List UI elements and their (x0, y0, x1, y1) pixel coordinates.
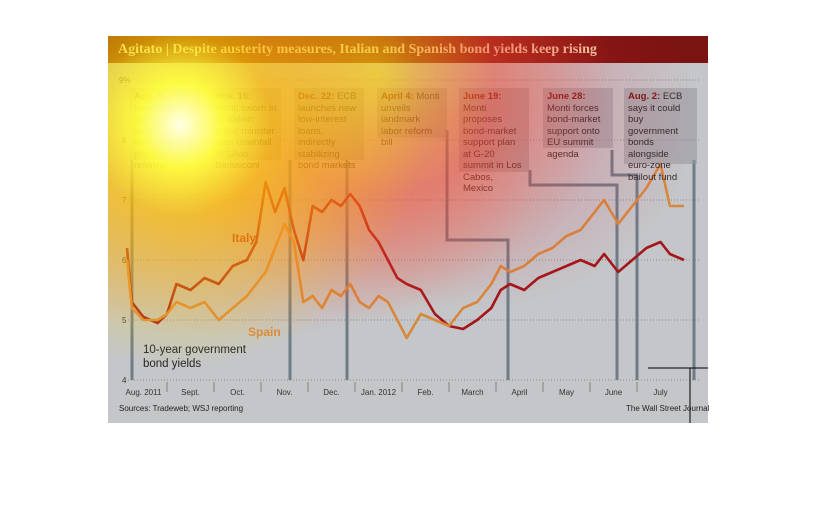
x-tick-label: Aug. 2011 (126, 388, 162, 397)
italy-label: Italy (232, 231, 257, 245)
annotation-date: Nov. 16: (215, 91, 252, 102)
x-tick-label: Feb. (417, 388, 433, 397)
y-tick-label: 7 (122, 196, 127, 205)
x-tick-label: Nov. (277, 388, 293, 397)
annotation-text: ECB launches new low-interest loans, ind… (298, 91, 357, 171)
y-tick-label: 9% (119, 76, 131, 85)
annotation-date: Aug. 8: (134, 91, 167, 102)
x-tick-label: Oct. (230, 388, 245, 397)
annotation-date: Dec. 22: (298, 91, 335, 102)
credit: The Wall Street Journal (626, 404, 710, 413)
x-tick-label: Jan. 2012 (361, 388, 397, 397)
series-line-spain (125, 162, 684, 340)
annotation-box: Aug. 2: ECB says it could buy government… (624, 88, 697, 183)
x-tick-label: Dec. (323, 388, 339, 397)
annotation-text: ECB buys Italian and Spanish bonds after… (134, 91, 194, 171)
y-tick-label: 4 (122, 376, 127, 385)
x-tick-label: Sept. (181, 388, 200, 397)
annotation-date: June 19: (463, 91, 502, 102)
spain-label: Spain (248, 325, 281, 339)
annotation-box: June 28: Monti forces bond-market suppor… (543, 88, 613, 160)
x-tick-label: July (653, 388, 667, 397)
y-tick-label: 5 (122, 316, 127, 325)
annotation-date: April 4: (381, 91, 414, 102)
annotation-date: June 28: (547, 91, 586, 102)
source-note: Sources: Tradeweb; WSJ reporting (119, 404, 244, 413)
annotation-box: April 4: Monti unveils landmark labor re… (377, 88, 447, 148)
x-tick-label: April (511, 388, 527, 397)
annotation-box: Nov. 16: Monti sworn in as Italian prime… (211, 88, 281, 171)
x-tick-label: March (461, 388, 483, 397)
x-tick-label: May (559, 388, 574, 397)
x-tick-label: June (605, 388, 623, 397)
annotation-box: Dec. 22: ECB launches new low-interest l… (294, 88, 364, 171)
y-axis-label: 10-year government bond yields (143, 344, 246, 370)
annotation-date: Aug. 2: (628, 91, 661, 102)
y-tick-label: 8 (122, 136, 127, 145)
annotation-box: June 19: Monti proposes bond-market supp… (459, 88, 529, 194)
annotation-box: Aug. 8: ECB buys Italian and Spanish bon… (130, 88, 200, 171)
